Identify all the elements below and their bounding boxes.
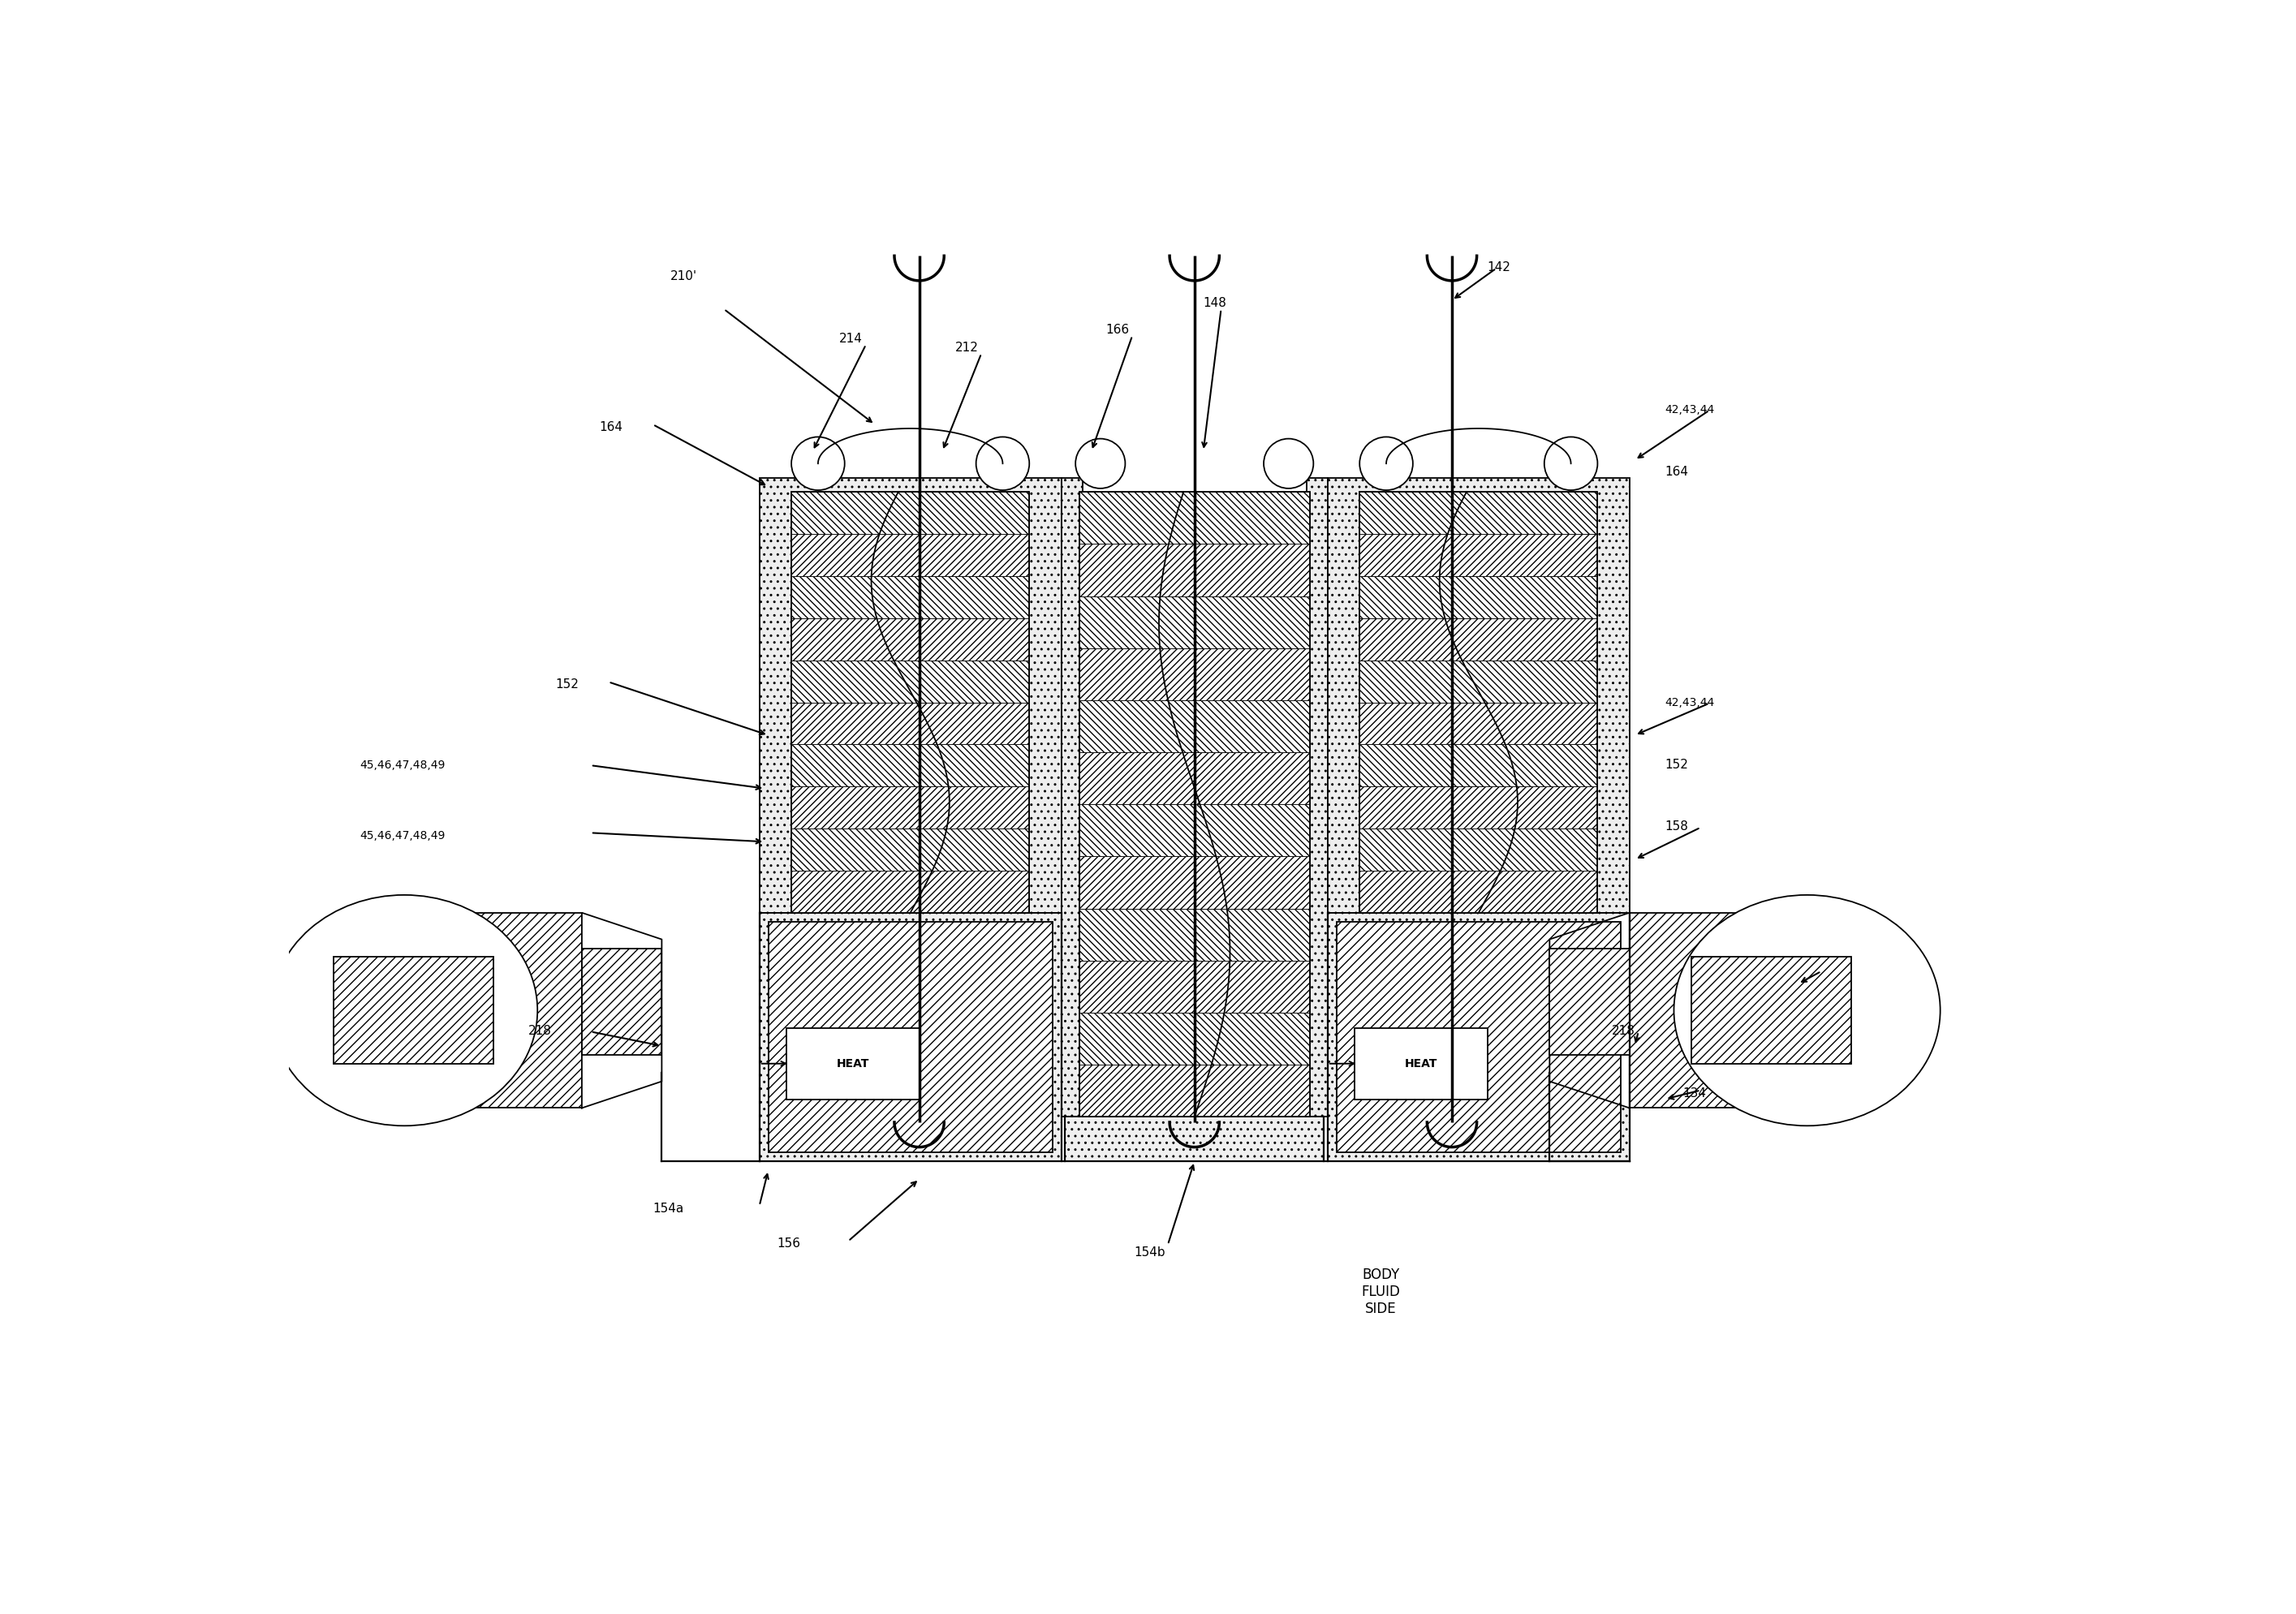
Bar: [1079, 492, 1311, 544]
Bar: [1079, 492, 1311, 1117]
Text: 148: 148: [1203, 297, 1226, 310]
Ellipse shape: [1674, 896, 1940, 1127]
Text: 124: 124: [1825, 968, 1848, 981]
Ellipse shape: [1359, 437, 1412, 491]
Text: 212: 212: [955, 341, 978, 353]
Bar: [1359, 744, 1598, 786]
Bar: [1079, 649, 1311, 700]
Bar: [333, 914, 581, 1109]
Bar: [792, 870, 1029, 914]
Bar: [792, 492, 1029, 914]
Text: 156: 156: [776, 1238, 801, 1251]
Text: 45,46,47,48,49: 45,46,47,48,49: [360, 830, 445, 843]
Text: HEAT: HEAT: [836, 1057, 868, 1070]
Ellipse shape: [1263, 439, 1313, 489]
Bar: [1359, 492, 1598, 914]
Ellipse shape: [792, 437, 845, 491]
Bar: [792, 534, 1029, 576]
Text: 158: 158: [1665, 820, 1688, 833]
Bar: [760, 478, 1061, 914]
Text: 42,43,44: 42,43,44: [1665, 404, 1715, 416]
Bar: [785, 1028, 918, 1099]
Bar: [760, 914, 1061, 1162]
Text: BODY
FLUID
SIDE: BODY FLUID SIDE: [1362, 1269, 1401, 1315]
Bar: [1079, 804, 1311, 857]
Bar: [792, 660, 1029, 702]
Bar: [769, 922, 1052, 1152]
Text: 42,43,44: 42,43,44: [1665, 697, 1715, 709]
Bar: [1359, 828, 1598, 870]
Bar: [1065, 1117, 1325, 1162]
Polygon shape: [1550, 914, 1630, 1109]
Text: 152: 152: [1665, 759, 1688, 771]
Bar: [1327, 478, 1630, 914]
Text: 45,46,47,48,49: 45,46,47,48,49: [360, 759, 445, 771]
Bar: [1359, 618, 1598, 660]
Bar: [1079, 596, 1311, 649]
Bar: [1359, 492, 1598, 534]
Bar: [1692, 957, 1851, 1064]
Bar: [1079, 1012, 1311, 1065]
Bar: [1336, 922, 1621, 1152]
Text: HEAT: HEAT: [1405, 1057, 1437, 1070]
Bar: [1079, 960, 1311, 1012]
Bar: [1079, 752, 1311, 804]
Bar: [792, 618, 1029, 660]
Ellipse shape: [1545, 437, 1598, 491]
Bar: [1359, 870, 1598, 914]
Bar: [1306, 478, 1327, 1117]
Bar: [792, 786, 1029, 828]
Bar: [1327, 914, 1630, 1162]
Bar: [1079, 909, 1311, 960]
Text: 154b: 154b: [1134, 1246, 1166, 1259]
Text: 152: 152: [556, 678, 579, 691]
Bar: [581, 949, 661, 1056]
Text: 164: 164: [599, 421, 622, 434]
Text: 166: 166: [1107, 323, 1130, 336]
Bar: [1079, 1065, 1311, 1117]
Bar: [1061, 478, 1084, 1117]
Bar: [1079, 857, 1311, 909]
Bar: [792, 576, 1029, 618]
Ellipse shape: [976, 437, 1029, 491]
Bar: [1359, 534, 1598, 576]
Bar: [792, 702, 1029, 744]
Ellipse shape: [271, 896, 537, 1127]
Bar: [1359, 702, 1598, 744]
Bar: [333, 957, 494, 1064]
Text: 210': 210': [670, 270, 698, 282]
Text: 218: 218: [528, 1025, 551, 1038]
Bar: [1550, 949, 1630, 1056]
Bar: [792, 492, 1029, 534]
Text: 164: 164: [1665, 465, 1688, 478]
Text: 214: 214: [840, 332, 863, 345]
Text: 154a: 154a: [652, 1202, 684, 1215]
Bar: [792, 828, 1029, 870]
Bar: [1359, 576, 1598, 618]
Text: 142: 142: [1488, 261, 1511, 274]
Bar: [1359, 660, 1598, 702]
Bar: [792, 744, 1029, 786]
Bar: [1079, 544, 1311, 596]
Text: 134: 134: [1683, 1086, 1706, 1099]
Bar: [1630, 914, 1878, 1109]
Bar: [1355, 1028, 1488, 1099]
Polygon shape: [581, 914, 661, 1109]
Bar: [1079, 700, 1311, 752]
Text: 218: 218: [1612, 1025, 1635, 1038]
Bar: [1359, 786, 1598, 828]
Ellipse shape: [1075, 439, 1125, 489]
